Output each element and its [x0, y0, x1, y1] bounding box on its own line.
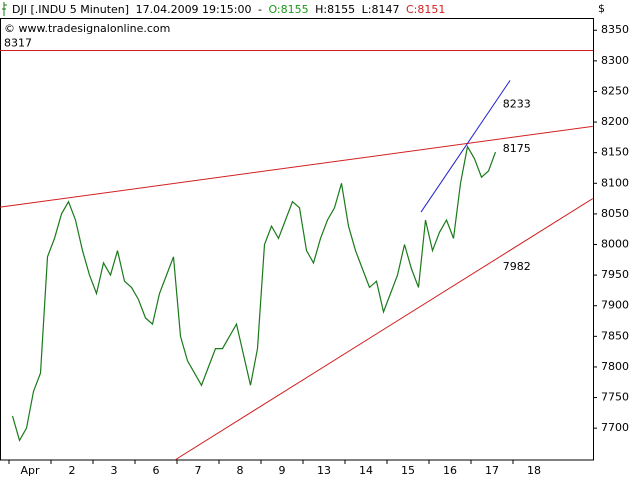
trend-line-label: 8233 [503, 97, 531, 110]
trend-line [174, 198, 593, 460]
y-tick-label: 7700 [601, 421, 629, 434]
y-tick-label: 8300 [601, 54, 629, 67]
symbol: DJI [.INDU 5 Minuten] [12, 3, 129, 16]
y-tick-label: 7750 [601, 391, 629, 404]
logo-icon [2, 2, 7, 16]
x-tick-label: 9 [279, 464, 286, 477]
y-tick-label: 8050 [601, 207, 629, 220]
y-tick-label: 7850 [601, 329, 629, 342]
low: L:8147 [362, 3, 400, 16]
open: O:8155 [268, 3, 308, 16]
y-tick-label: 8350 [601, 23, 629, 36]
y-tick-label: 8250 [601, 84, 629, 97]
plot-frame [0, 18, 594, 461]
y-tick-label: 7800 [601, 360, 629, 373]
trend-line [420, 80, 511, 213]
x-tick-label: 2 [69, 464, 76, 477]
dash: - [258, 3, 262, 16]
y-tick-label: 7950 [601, 268, 629, 281]
x-tick-label: 17 [485, 464, 499, 477]
x-tick-label: 13 [317, 464, 331, 477]
y-tick-label: 7900 [601, 299, 629, 312]
y-tick-label: 8150 [601, 146, 629, 159]
close: C:8151 [406, 3, 445, 16]
header: DJI [.INDU 5 Minuten] 17.04.2009 19:15:0… [12, 3, 445, 16]
y-tick-label: 8100 [601, 176, 629, 189]
x-tick-label: 3 [111, 464, 118, 477]
y-tick-label: 8200 [601, 115, 629, 128]
x-tick-label: 7 [195, 464, 202, 477]
trend-line [0, 125, 593, 208]
high: H:8155 [315, 3, 355, 16]
x-tick-label: 14 [359, 464, 373, 477]
timestamp: 17.04.2009 19:15:00 [136, 3, 252, 16]
source: © www.tradesignalonline.com [4, 22, 170, 35]
x-tick-label: 16 [443, 464, 457, 477]
x-tick-label: 15 [401, 464, 415, 477]
price-line [11, 144, 497, 442]
horizontal-line-label: 8317 [4, 36, 32, 49]
x-tick-label: 6 [153, 464, 160, 477]
x-tick-label: 18 [527, 464, 541, 477]
y-tick-label: 8000 [601, 238, 629, 251]
trend-line-label: 8175 [503, 142, 531, 155]
x-tick-label: 8 [237, 464, 244, 477]
currency: $ [598, 2, 605, 15]
trend-line-label: 7982 [503, 260, 531, 273]
x-tick-label: Apr [20, 464, 40, 477]
